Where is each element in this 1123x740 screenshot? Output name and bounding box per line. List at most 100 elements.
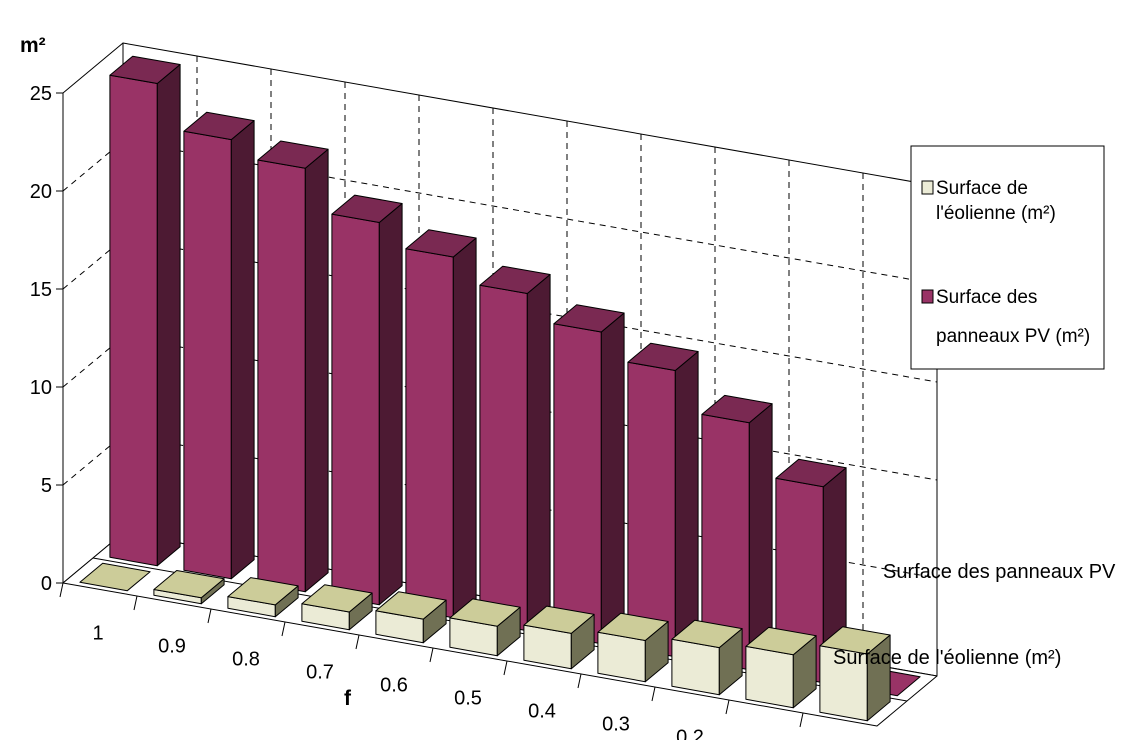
bar-side: [600, 312, 625, 645]
bar-eolienne-6: [523, 605, 595, 670]
y-axis-ticks: 0 5 10 15 20 25: [30, 83, 64, 595]
bar-top: [775, 458, 847, 488]
bar-front: [405, 248, 454, 619]
x-axis-label: f: [344, 687, 352, 710]
bar-front: [627, 361, 676, 658]
y-tick-label: 15: [30, 279, 52, 301]
bar-eolienne-2: [227, 577, 299, 618]
bar-front: [479, 284, 528, 632]
bar-top: [109, 55, 181, 84]
y-tick-label: 5: [41, 475, 52, 497]
x-tick-mark: [651, 686, 656, 702]
x-tick-mark: [799, 712, 804, 728]
bar-top: [701, 394, 773, 424]
legend-label-eolienne-line1: Surface de: [936, 178, 1028, 199]
bar-top: [183, 111, 255, 141]
depth-label-pv: Surface des panneaux PV: [883, 561, 1116, 583]
x-tick-mark: [133, 595, 138, 611]
bar-pv-0: [109, 55, 181, 567]
bar-top: [627, 342, 699, 371]
bar-top: [671, 619, 743, 649]
legend-label-pv-line1: Surface des: [936, 287, 1037, 308]
bar-side: [156, 64, 181, 567]
x-tick-label: 0.4: [528, 701, 556, 723]
y-tick-label: 10: [30, 377, 52, 399]
bar-eolienne-7: [597, 612, 669, 683]
bar-eolienne-0: [79, 562, 151, 592]
x-tick-mark: [355, 634, 360, 650]
y-tick-label: 25: [30, 83, 52, 105]
bar-pv-1: [183, 111, 255, 580]
bar-top: [479, 265, 551, 294]
bar-front: [745, 645, 794, 709]
bar-front: [331, 213, 380, 606]
x-tick-label: 1: [92, 623, 103, 645]
x-tick-label: 0.5: [454, 688, 482, 710]
bar-side: [452, 237, 477, 619]
bar-pv-4: [405, 229, 477, 619]
gridline-left-10: [62, 336, 124, 388]
x-tick-mark: [725, 699, 730, 715]
x-tick-label: 0.9: [158, 636, 186, 658]
bar-front: [257, 159, 306, 593]
bar-side: [230, 120, 255, 580]
bar-eolienne-10: [819, 626, 891, 722]
legend-label-pv-line2: panneaux PV (m²): [936, 326, 1090, 347]
x-tick-mark: [59, 582, 64, 598]
y-tick-label: 20: [30, 181, 52, 203]
x-tick-mark: [207, 608, 212, 624]
bar-eolienne-3: [301, 584, 373, 631]
bar-pv-5: [479, 265, 551, 632]
bar-eolienne-8: [671, 619, 743, 696]
bar-eolienne-4: [375, 591, 447, 644]
bar-top: [331, 194, 403, 223]
x-tick-mark: [503, 660, 508, 676]
x-tick-label: 0.2: [676, 727, 704, 740]
bar-top: [553, 304, 625, 333]
legend-swatch-eolienne: [921, 180, 934, 195]
gridline-left-20: [62, 140, 124, 192]
bar-top: [79, 562, 151, 592]
bar-pv-3: [331, 194, 403, 606]
legend-swatch-pv: [921, 289, 934, 304]
x-tick-label: 0.3: [602, 714, 630, 736]
bar-top: [745, 626, 817, 656]
gridline-left-15: [62, 238, 124, 290]
bar-side: [674, 351, 699, 658]
bar-top: [819, 626, 891, 655]
y-tick-label: 0: [41, 573, 52, 595]
bar-front: [671, 638, 720, 696]
bar-top: [153, 570, 225, 599]
bar-top: [405, 229, 477, 258]
bar-top: [301, 584, 373, 613]
bar-pv-8: [701, 394, 773, 671]
x-axis-ticks: 10.90.80.70.60.50.40.30.20.10: [59, 582, 804, 740]
bar-front: [553, 323, 602, 645]
bar-top: [597, 612, 669, 641]
bar-side: [526, 274, 551, 632]
legend: Surface de l'éolienne (m²) Surface des p…: [910, 145, 1105, 370]
bar-front: [109, 74, 158, 567]
bar-pv-6: [553, 304, 625, 645]
bar-top: [375, 591, 447, 620]
bar-side: [378, 203, 403, 606]
bar-eolienne-9: [745, 626, 817, 709]
x-tick-mark: [281, 621, 286, 637]
bar-top: [449, 598, 521, 627]
bar-front: [183, 130, 232, 580]
chart-bars: [79, 55, 921, 722]
bar-eolienne-1: [153, 570, 225, 605]
x-tick-label: 0.8: [232, 649, 260, 671]
x-tick-mark: [429, 647, 434, 663]
depth-label-eolienne: Surface de l'éolienne (m²): [833, 647, 1061, 669]
x-tick-mark: [577, 673, 582, 689]
bar-top: [257, 140, 329, 169]
legend-box: [910, 145, 1105, 370]
legend-label-eolienne-line2: l'éolienne (m²): [936, 203, 1056, 224]
bar-top: [523, 605, 595, 634]
x-tick-label: 0.6: [380, 675, 408, 697]
y-axis-label: m²: [20, 34, 46, 57]
bar-side: [304, 148, 329, 593]
gridline-left-5: [62, 434, 124, 486]
